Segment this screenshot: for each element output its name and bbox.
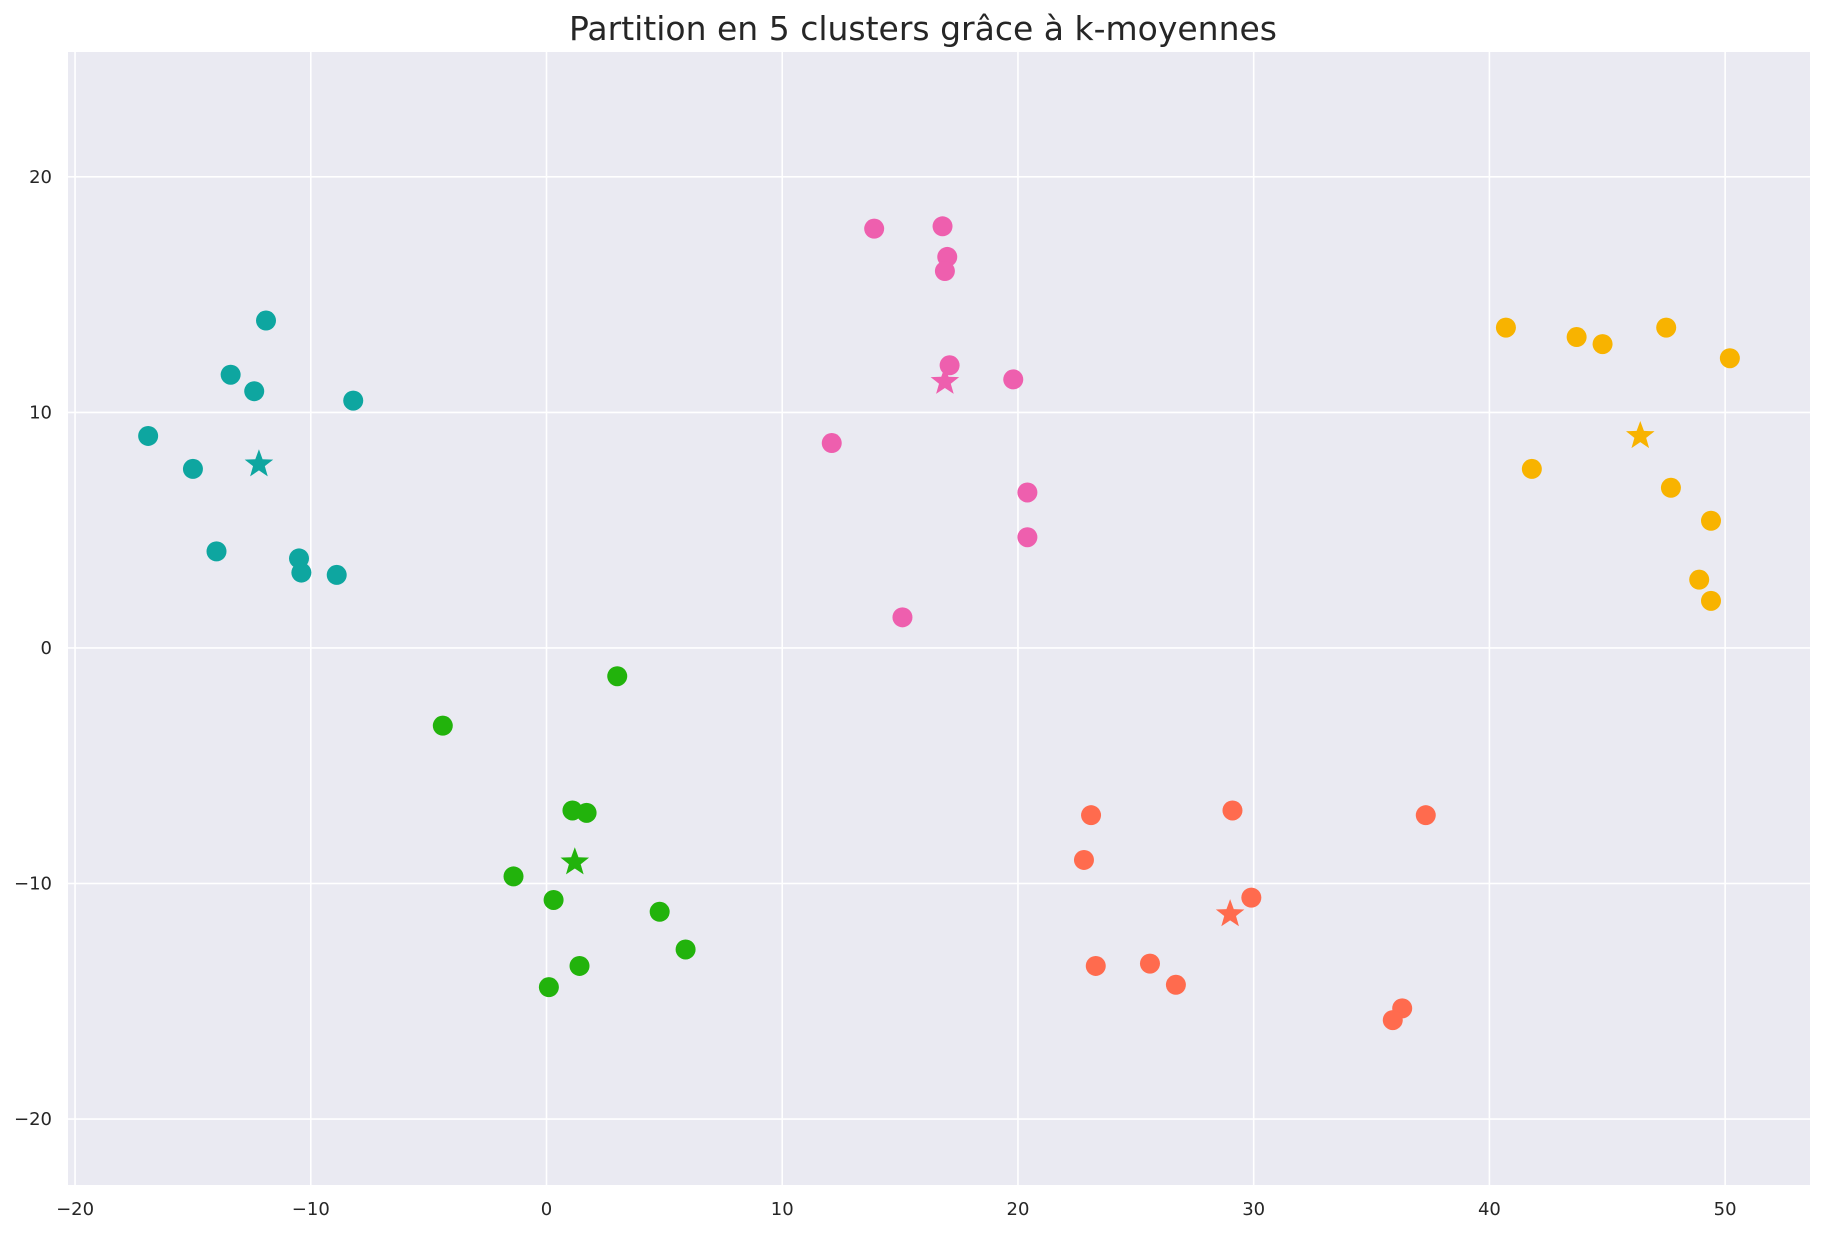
y-tick-label: −10	[14, 873, 52, 894]
y-tick-label: 10	[29, 402, 52, 423]
cluster-3-point	[864, 218, 885, 239]
cluster-4-point	[1415, 805, 1436, 826]
cluster-5-centroid-star	[1626, 420, 1655, 449]
cluster-4-point	[1165, 974, 1186, 995]
cluster-3-point	[1003, 369, 1024, 390]
x-tick-label: 50	[1714, 1199, 1737, 1220]
cluster-5-point	[1566, 327, 1587, 348]
cluster-5-point	[1689, 569, 1710, 590]
cluster-1-point	[256, 310, 277, 331]
cluster-2-point	[649, 901, 670, 922]
cluster-2-point	[543, 889, 564, 910]
x-tick-label: 40	[1478, 1199, 1501, 1220]
y-tick-label: 20	[29, 167, 52, 188]
cluster-3-point	[932, 216, 953, 237]
cluster-3-centroid-star	[930, 366, 960, 394]
centroids	[244, 366, 1655, 927]
cluster-4-point	[1139, 953, 1160, 974]
chart-title: Partition en 5 clusters grâce à k-moyenn…	[569, 9, 1277, 48]
cluster-5-point	[1521, 458, 1542, 479]
cluster-5-point	[1719, 348, 1740, 369]
x-tick-label: 20	[1007, 1199, 1030, 1220]
cluster-3-point	[1017, 482, 1038, 503]
cluster-2-point	[503, 866, 524, 887]
cluster-1-point	[291, 562, 312, 583]
cluster-5-point	[1700, 590, 1721, 611]
cluster-1-point	[138, 425, 159, 446]
cluster-1-point	[182, 458, 203, 479]
cluster-2-point	[432, 715, 453, 736]
cluster-1-point	[326, 564, 347, 585]
x-tick-label: −20	[56, 1199, 94, 1220]
cluster-1-centroid-star	[244, 449, 274, 477]
plot-area	[68, 52, 1810, 1185]
cluster-5-point	[1495, 317, 1516, 338]
cluster-1-point	[343, 390, 364, 411]
cluster-4-point	[1085, 955, 1106, 976]
cluster-2-point	[576, 802, 597, 823]
x-tick-label: −10	[292, 1199, 330, 1220]
axis-ticks: −20 −10 0 10 20 30 40 50 −20 −10 0 10 20	[14, 167, 1737, 1220]
cluster-5-point	[1592, 334, 1613, 355]
cluster-2-point	[569, 955, 590, 976]
cluster-3-point	[934, 261, 955, 282]
cluster-5-point	[1656, 317, 1677, 338]
cluster-5-point	[1700, 510, 1721, 531]
cluster-1-point	[206, 541, 227, 562]
cluster-3-point	[939, 355, 960, 376]
x-tick-label: 30	[1242, 1199, 1265, 1220]
cluster-3-point	[1017, 527, 1038, 548]
cluster-4-point	[1241, 887, 1262, 908]
cluster-3-point	[892, 607, 913, 628]
grid	[68, 52, 1810, 1185]
data-points	[138, 216, 1740, 1031]
cluster-2-point	[675, 939, 696, 960]
y-tick-label: −20	[14, 1109, 52, 1130]
cluster-4-centroid-star	[1215, 899, 1245, 927]
cluster-2-centroid-star	[560, 847, 590, 875]
x-tick-label: 10	[771, 1199, 794, 1220]
cluster-4-point	[1222, 800, 1243, 821]
cluster-1-point	[244, 381, 265, 402]
cluster-3-point	[821, 433, 842, 454]
cluster-2-point	[607, 666, 628, 687]
cluster-2-point	[538, 977, 559, 998]
cluster-4-point	[1073, 849, 1094, 870]
cluster-4-point	[1382, 1010, 1403, 1031]
cluster-5-point	[1660, 477, 1681, 498]
cluster-1-point	[220, 364, 241, 385]
x-tick-label: 0	[541, 1199, 552, 1220]
y-tick-label: 0	[41, 638, 52, 659]
cluster-4-point	[1081, 805, 1102, 826]
